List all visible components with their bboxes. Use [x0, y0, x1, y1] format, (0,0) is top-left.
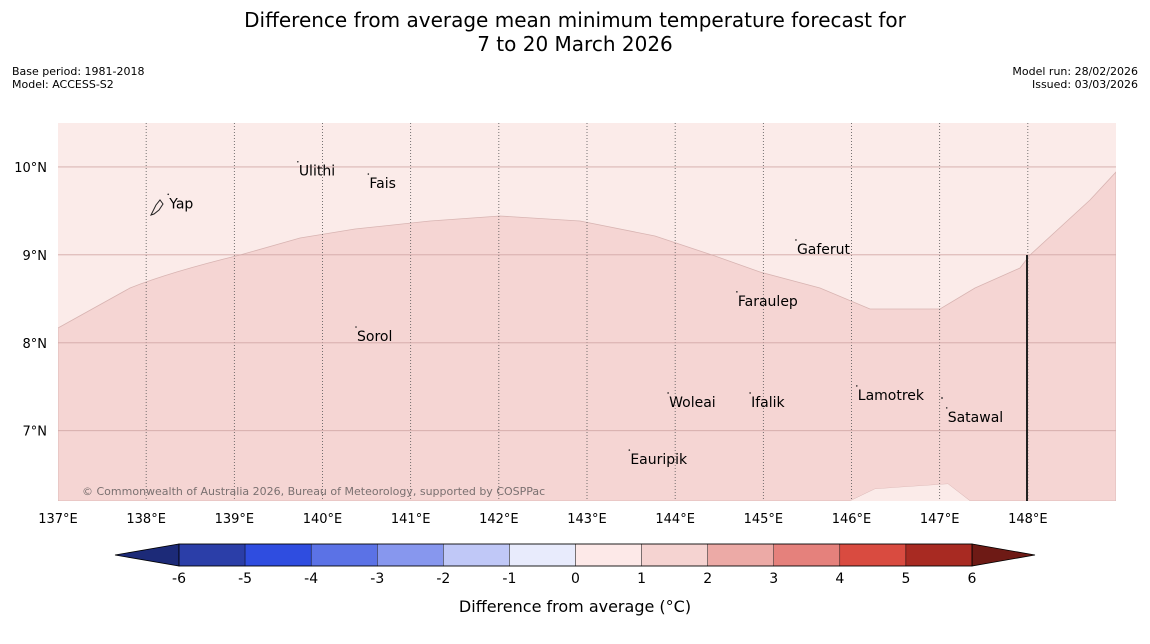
place-label-yap: Yap — [168, 196, 193, 212]
title-line-2: 7 to 20 March 2026 — [477, 32, 673, 56]
place-label-satawal: Satawal — [948, 410, 1003, 426]
colorbar-segment — [377, 543, 444, 567]
copyright-text: © Commonwealth of Australia 2026, Bureau… — [82, 485, 545, 498]
island-marker — [941, 397, 943, 399]
colorbar-frame — [178, 543, 973, 567]
colorbar-tick-label: 0 — [571, 571, 580, 587]
island-marker — [167, 193, 170, 196]
island-marker — [297, 160, 299, 163]
lon-tick-label: 139°E — [215, 512, 255, 527]
lat-tick-label: 7°N — [23, 425, 48, 440]
metadata-left: Base period: 1981-2018 Model: ACCESS-S2 — [12, 65, 144, 91]
title-line-1: Difference from average mean minimum tem… — [244, 8, 906, 32]
colorbar-segment — [575, 543, 642, 567]
island-marker — [945, 407, 948, 409]
colorbar-segment — [178, 543, 246, 567]
issued-text: Issued: 03/03/2026 — [1031, 78, 1138, 91]
colorbar-tick-label: -2 — [436, 571, 450, 587]
colorbar-tick-label: -6 — [172, 571, 186, 587]
place-label-ifalik: Ifalik — [751, 395, 785, 411]
island-marker — [667, 392, 669, 394]
yap-island-icon — [150, 199, 164, 216]
colorbar: -6 -5 -4 -3 -2 -1 0 1 2 3 4 5 6 — [114, 543, 1036, 587]
place-label-woleai: Woleai — [669, 395, 716, 411]
place-labels: Yap Ulithi Fais Gaferut Faraulep Sorol Lamotre… — [167, 160, 1003, 468]
lon-tick-label: 145°E — [744, 512, 784, 527]
colorbar-tick-label: -4 — [304, 571, 318, 587]
place-label-eauripik: Eauripik — [630, 452, 688, 468]
island-marker — [367, 173, 370, 175]
model-text: Model: ACCESS-S2 — [12, 78, 114, 91]
lat-tick-label: 10°N — [14, 161, 47, 176]
place-label-ulithi: Ulithi — [299, 164, 335, 180]
colorbar-tick-label: -3 — [370, 571, 384, 587]
place-label-sorol: Sorol — [357, 329, 392, 345]
colorbar-under-arrow — [114, 543, 180, 567]
island-marker — [795, 239, 797, 241]
colorbar-label: Difference from average (°C) — [459, 597, 691, 616]
lon-tick-label: 147°E — [920, 512, 960, 527]
colorbar-segment — [905, 543, 973, 567]
colorbar-segment — [707, 543, 774, 567]
lon-tick-label: 146°E — [832, 512, 872, 527]
metadata-right: Model run: 28/02/2026 Issued: 03/03/2026 — [1012, 65, 1138, 91]
lon-tick-label: 148°E — [1008, 512, 1048, 527]
colorbar-tick-label: 2 — [703, 571, 712, 587]
lon-tick-label: 141°E — [391, 512, 431, 527]
lat-tick-label: 8°N — [23, 337, 48, 352]
place-label-fais: Fais — [369, 176, 396, 192]
colorbar-over-arrow — [971, 543, 1036, 567]
lon-tick-label: 140°E — [303, 512, 343, 527]
colorbar-segment — [443, 543, 510, 567]
colorbar-segment — [839, 543, 907, 567]
colorbar-tick-label: 1 — [637, 571, 646, 587]
lon-tick-label: 138°E — [126, 512, 166, 527]
place-label-gaferut: Gaferut — [797, 242, 851, 258]
colorbar-tick-label: -5 — [238, 571, 252, 587]
base-period-text: Base period: 1981-2018 — [12, 65, 145, 78]
place-label-lamotrek: Lamotrek — [858, 388, 925, 404]
lat-tick-label: 9°N — [23, 249, 48, 264]
island-marker — [749, 392, 751, 394]
colorbar-tick-label: 6 — [968, 571, 977, 587]
colorbar-segment — [509, 543, 576, 567]
graticule — [58, 123, 1116, 501]
colorbar-tick-label: -1 — [502, 571, 516, 587]
island-marker — [736, 291, 738, 293]
colorbar-tick-label: 5 — [901, 571, 910, 587]
colorbar-tick-label: 3 — [769, 571, 778, 587]
colorbar-segment — [641, 543, 708, 567]
lon-tick-label: 137°E — [38, 512, 78, 527]
model-run-text: Model run: 28/02/2026 — [1012, 65, 1138, 78]
lon-tick-label: 142°E — [479, 512, 519, 527]
place-label-faraulep: Faraulep — [738, 294, 798, 310]
map-title: Difference from average mean minimum tem… — [0, 8, 1150, 56]
colorbar-segment — [773, 543, 841, 567]
island-marker — [855, 385, 858, 387]
map-field: Yap Ulithi Fais Gaferut Faraulep Sorol Lamotre… — [58, 123, 1116, 501]
colorbar-segment — [310, 543, 378, 567]
lon-tick-label: 144°E — [655, 512, 695, 527]
lon-tick-label: 143°E — [567, 512, 607, 527]
axis-labels: 137°E 138°E 139°E 140°E 141°E 142°E 143°E 144°E… — [14, 161, 1047, 527]
island-marker — [355, 326, 357, 328]
anomaly-band-0-1-bottom — [850, 484, 970, 501]
island-marker — [628, 449, 631, 451]
colorbar-segment — [244, 543, 312, 567]
colorbar-tick-label: 4 — [835, 571, 844, 587]
